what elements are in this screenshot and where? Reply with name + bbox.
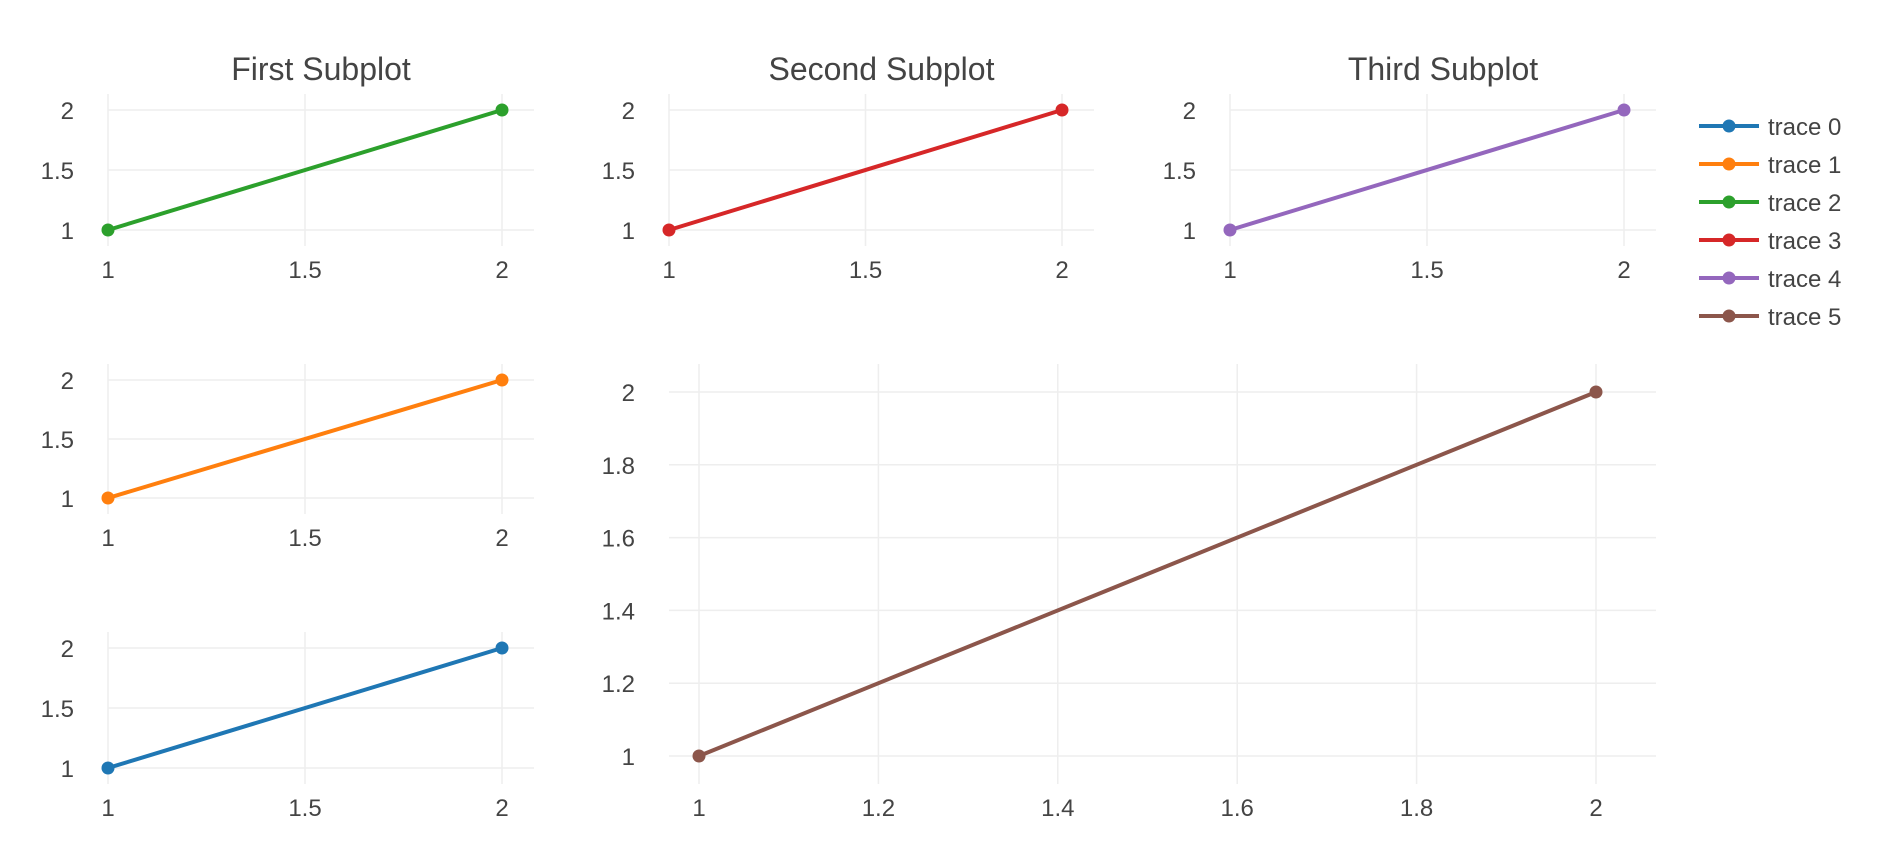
y-tick-label: 1.5: [1163, 158, 1196, 185]
legend-label: trace 1: [1768, 152, 1841, 179]
legend-label: trace 5: [1768, 304, 1841, 331]
x-tick-label: 1: [101, 795, 114, 822]
data-point: [495, 103, 509, 117]
data-point: [101, 223, 115, 237]
subplot-fourth: 1 1.5 2 1 1.5 2: [41, 364, 534, 552]
y-tick-label: 1: [61, 756, 74, 783]
x-tick-label: 2: [495, 525, 508, 552]
subplot-first: 1 1.5 2 1 1.5 2 First Subplot: [41, 51, 534, 284]
legend-item-trace-4[interactable]: trace 4: [1699, 266, 1841, 293]
y-tick-label: 1.2: [602, 671, 635, 698]
y-tick-label: 1.5: [41, 427, 74, 454]
legend-label: trace 4: [1768, 266, 1841, 293]
data-point: [495, 641, 509, 655]
data-point: [495, 373, 509, 387]
x-tick-label: 1.6: [1221, 795, 1254, 822]
data-point: [1617, 103, 1631, 117]
subplot-third: 1 1.5 2 1 1.5 2 Third Subplot: [1163, 51, 1656, 284]
subplot-fifth: 1 1.5 2 1 1.5 2: [41, 632, 534, 822]
y-tick-label: 2: [622, 98, 635, 125]
y-tick-label: 2: [61, 636, 74, 663]
x-tick-label: 2: [495, 257, 508, 284]
legend-swatch-marker: [1722, 119, 1736, 133]
y-tick-label: 1.8: [602, 453, 635, 480]
data-point: [1055, 103, 1069, 117]
data-point: [101, 761, 115, 775]
series-line-trace-0: [107, 646, 503, 770]
y-tick-label: 2: [61, 98, 74, 125]
legend-swatch-marker: [1722, 157, 1736, 171]
legend-item-trace-0[interactable]: trace 0: [1699, 114, 1841, 141]
y-tick-label: 1.5: [602, 158, 635, 185]
legend-swatch-marker: [1722, 233, 1736, 247]
series-line-trace-2: [107, 108, 503, 232]
series-line-trace-5: [698, 390, 1597, 758]
legend-label: trace 0: [1768, 114, 1841, 141]
x-tick-label: 1: [1223, 257, 1236, 284]
y-tick-label: 1: [61, 218, 74, 245]
x-tick-label: 1: [692, 795, 705, 822]
legend-label: trace 3: [1768, 228, 1841, 255]
subplot-title: Second Subplot: [769, 51, 995, 87]
x-tick-label: 1.5: [288, 795, 321, 822]
x-tick-label: 1: [662, 257, 675, 284]
y-tick-label: 2: [1183, 98, 1196, 125]
legend: trace 0 trace 1 trace 2 trace 3 trace 4 trace…: [1699, 114, 1841, 331]
subplot-title: Third Subplot: [1348, 51, 1538, 87]
legend-item-trace-3[interactable]: trace 3: [1699, 228, 1841, 255]
legend-swatch-marker: [1722, 195, 1736, 209]
x-tick-label: 1.5: [1410, 257, 1443, 284]
series-line-trace-1: [107, 378, 503, 500]
x-tick-label: 1: [101, 257, 114, 284]
x-tick-label: 1.8: [1400, 795, 1433, 822]
x-tick-label: 1.5: [849, 257, 882, 284]
legend-item-trace-1[interactable]: trace 1: [1699, 152, 1841, 179]
x-tick-label: 1.4: [1041, 795, 1074, 822]
y-tick-label: 2: [61, 368, 74, 395]
x-tick-label: 1.5: [288, 525, 321, 552]
series-line-trace-4: [1229, 108, 1625, 232]
legend-swatch-marker: [1722, 309, 1736, 323]
data-point: [662, 223, 676, 237]
x-tick-label: 2: [495, 795, 508, 822]
y-tick-label: 1: [61, 486, 74, 513]
data-point: [692, 749, 706, 763]
data-point: [1223, 223, 1237, 237]
legend-item-trace-5[interactable]: trace 5: [1699, 304, 1841, 331]
y-tick-label: 1.4: [602, 598, 635, 625]
subplot-title: First Subplot: [231, 51, 411, 87]
y-tick-label: 2: [622, 380, 635, 407]
y-tick-label: 1.5: [41, 696, 74, 723]
x-tick-label: 2: [1589, 795, 1602, 822]
series-line-trace-3: [668, 108, 1063, 232]
subplot-sixth: 1 1.2 1.4 1.6 1.8 2 1 1.2 1.4 1.6 1.8 2: [602, 364, 1656, 822]
x-tick-label: 1: [101, 525, 114, 552]
y-tick-label: 1: [622, 218, 635, 245]
x-tick-label: 2: [1617, 257, 1630, 284]
legend-swatch-marker: [1722, 271, 1736, 285]
y-tick-label: 1: [1183, 218, 1196, 245]
y-tick-label: 1: [622, 744, 635, 771]
x-tick-label: 2: [1055, 257, 1068, 284]
subplot-second: 1 1.5 2 1 1.5 2 Second Subplot: [602, 51, 1094, 284]
legend-label: trace 2: [1768, 190, 1841, 217]
x-tick-label: 1.5: [288, 257, 321, 284]
legend-item-trace-2[interactable]: trace 2: [1699, 190, 1841, 217]
subplot-panels: 1 1.5 2 1 1.5 2 First Subplot 1 1.5 2 1 1.5 2 Second …: [41, 51, 1656, 822]
x-tick-label: 1.2: [862, 795, 895, 822]
data-point: [1589, 385, 1603, 399]
y-tick-label: 1.5: [41, 158, 74, 185]
y-tick-label: 1.6: [602, 526, 635, 553]
data-point: [101, 491, 115, 505]
